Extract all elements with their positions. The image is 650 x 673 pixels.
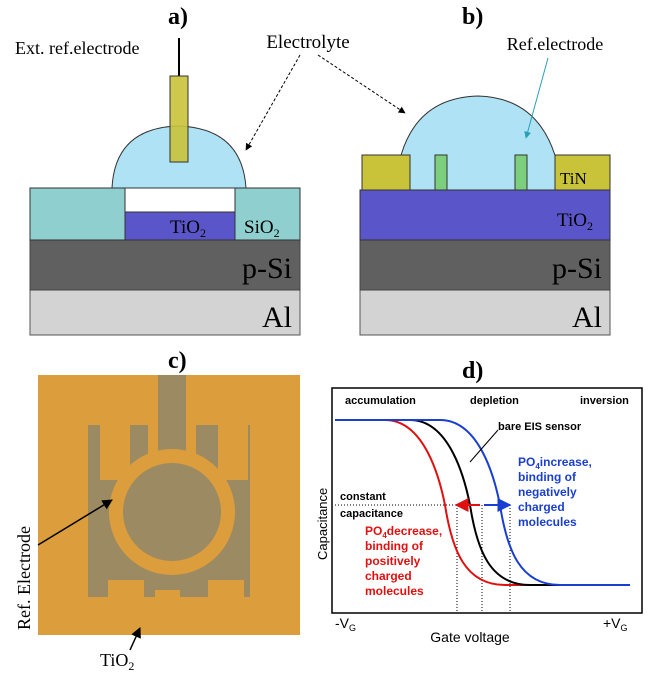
text: G [349, 623, 356, 633]
label: positively [365, 554, 421, 568]
label: molecules [365, 584, 424, 598]
text: G [621, 623, 628, 633]
electrode [108, 580, 144, 635]
text: decrease, [387, 524, 442, 538]
label: negatively [518, 485, 577, 499]
annotation: PO4decrease, binding ofpositivelycharged… [365, 524, 442, 598]
label: charged [518, 500, 565, 514]
text: 2 [200, 226, 206, 240]
annotation: PO4increase, binding ofnegativelycharged… [518, 455, 592, 529]
electrode [155, 590, 180, 635]
region: inversion [580, 395, 629, 407]
label: molecules [518, 515, 577, 529]
label: Ref. Electrode [14, 526, 34, 630]
panel-a: a) Ext. ref.electrode TiO2 SiO2 p-Si Al [15, 4, 300, 335]
text: PO [365, 524, 382, 538]
ring-inner [123, 463, 221, 561]
axis-title: Gate voltage [430, 629, 510, 645]
label: Ref.electrode [507, 34, 603, 54]
panel-label: c) [168, 348, 187, 374]
axis-label: -VG [335, 615, 356, 633]
panel-b: b) Ref.electrode TiN TiO2 p-Si Al [360, 4, 610, 335]
label: Al [262, 301, 292, 334]
label: Ext. ref.electrode [15, 38, 139, 58]
label: p-Si [552, 252, 602, 285]
label: Al [572, 301, 602, 334]
text: 2 [587, 219, 593, 233]
sio2-block [30, 188, 125, 240]
label: constant [340, 491, 386, 503]
panel-label: b) [462, 4, 483, 30]
panel-d: d) accumulation depletion inversion bare… [315, 358, 642, 645]
electrolyte-drop [395, 96, 562, 190]
figure: a) Ext. ref.electrode TiO2 SiO2 p-Si Al … [0, 0, 650, 673]
label: bare EIS sensor [498, 421, 582, 433]
label: binding of [365, 539, 424, 553]
text: TiO [100, 650, 128, 670]
electrode-rod [170, 76, 188, 162]
electrolyte-label: Electrolyte [266, 32, 349, 53]
label: p-Si [242, 252, 292, 285]
panel-label: a) [168, 4, 188, 30]
arrow [318, 55, 405, 113]
label: binding of [518, 470, 577, 484]
text: PO [518, 455, 535, 469]
label: charged [365, 569, 412, 583]
leader [470, 430, 498, 462]
electrode [208, 580, 244, 635]
label: PO4decrease, [365, 524, 442, 540]
axis-label: +VG [603, 615, 628, 633]
label: PO4increase, [518, 455, 592, 471]
label: TiO2 [100, 650, 134, 673]
text: SiO [244, 217, 274, 238]
text: TiO [557, 210, 587, 231]
electrode [218, 425, 248, 480]
al-layer [30, 290, 300, 335]
label: capacitance [340, 508, 403, 520]
electrode [68, 405, 88, 610]
pin [515, 155, 527, 190]
text: TiO [170, 217, 200, 238]
text: 2 [274, 226, 280, 240]
axis-title: Capacitance [315, 488, 330, 560]
electrode [250, 405, 270, 610]
label: TiN [560, 169, 587, 188]
text: 2 [128, 659, 134, 673]
panel-c: c) Ref. Electrode TiO2 [14, 348, 300, 673]
text: +V [603, 615, 621, 631]
panel-label: d) [462, 358, 483, 384]
region: depletion [470, 395, 519, 407]
tin-contact [362, 155, 410, 190]
text: -V [335, 615, 350, 631]
text: increase, [540, 455, 592, 469]
region: accumulation [345, 395, 416, 407]
arrow [246, 55, 300, 150]
pin [435, 155, 447, 190]
